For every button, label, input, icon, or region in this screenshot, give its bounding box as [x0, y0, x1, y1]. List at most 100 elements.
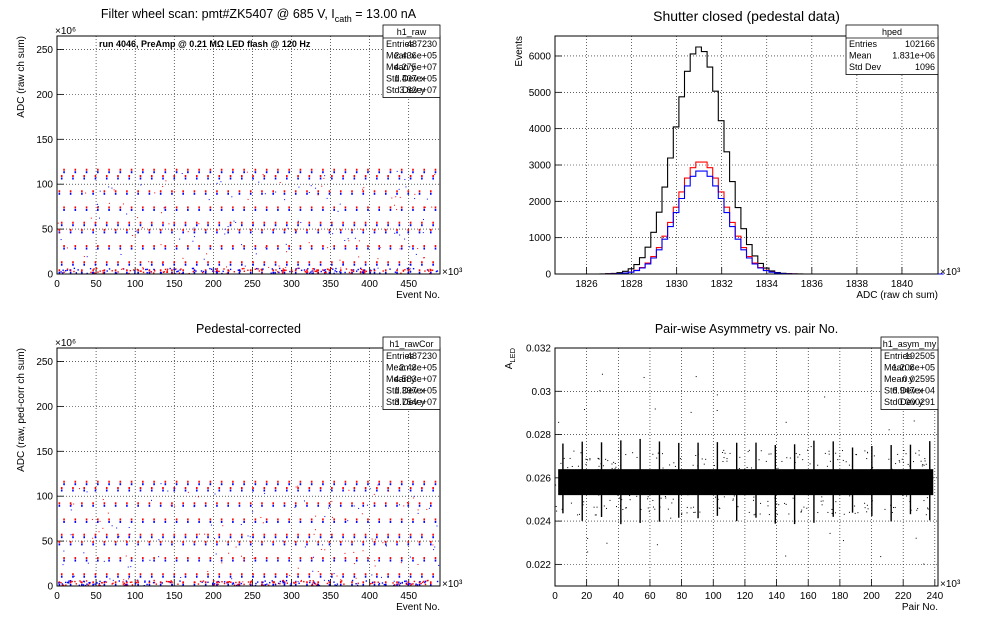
- data-point: [843, 540, 845, 542]
- data-point: [288, 245, 290, 248]
- panel-0: Filter wheel scan: pmt#ZK5407 @ 685 V, I…: [16, 7, 463, 301]
- data-point: [867, 508, 869, 510]
- data-point: [274, 272, 276, 274]
- data-point: [62, 584, 65, 587]
- data-point: [71, 580, 73, 583]
- data-point: [718, 507, 720, 509]
- data-point: [322, 559, 324, 562]
- data-point: [400, 247, 403, 250]
- stats-row-value: 1.831e+06: [892, 51, 935, 61]
- data-point: [127, 566, 129, 568]
- data-point: [159, 231, 162, 234]
- data-point: [367, 557, 369, 560]
- data-point: [218, 489, 221, 492]
- data-point: [660, 478, 662, 480]
- data-point: [135, 581, 138, 584]
- data-point: [72, 575, 74, 578]
- data-point: [328, 507, 330, 509]
- data-point: [378, 206, 381, 209]
- data-point: [263, 487, 266, 490]
- data-point: [233, 271, 236, 273]
- data-point: [288, 208, 290, 211]
- data-point: [339, 502, 342, 505]
- data-point: [410, 583, 413, 585]
- data-point: [263, 536, 266, 539]
- data-point: [927, 508, 929, 510]
- data-point: [744, 468, 746, 470]
- data-point: [334, 584, 336, 586]
- data-point: [409, 261, 412, 264]
- data-point: [261, 231, 263, 234]
- data-point: [884, 485, 886, 487]
- data-point: [193, 231, 196, 234]
- data-point: [198, 533, 200, 535]
- data-point: [866, 458, 868, 460]
- data-point: [265, 557, 268, 560]
- data-point: [399, 196, 401, 198]
- data-point: [162, 224, 164, 227]
- data-point: [344, 247, 347, 250]
- data-point: [204, 540, 207, 543]
- data-point: [130, 480, 133, 483]
- data-point: [402, 270, 405, 272]
- data-point: [309, 580, 311, 582]
- data-point: [255, 582, 257, 585]
- data-point: [579, 469, 581, 471]
- data-point: [171, 581, 173, 584]
- y-tick-label: 0: [47, 582, 53, 593]
- data-point: [63, 518, 65, 521]
- data-point: [629, 471, 631, 473]
- data-point: [254, 557, 257, 560]
- data-point: [238, 581, 241, 584]
- data-point: [63, 520, 65, 523]
- data-point: [126, 583, 128, 586]
- data-point: [398, 533, 401, 536]
- data-point: [828, 450, 830, 452]
- data-point: [221, 562, 223, 564]
- data-point: [566, 482, 568, 484]
- data-point: [69, 583, 72, 586]
- data-point: [92, 228, 94, 231]
- data-point: [103, 543, 106, 546]
- data-point: [322, 206, 324, 209]
- data-point: [216, 502, 218, 505]
- stats-box-frame: [880, 336, 939, 410]
- data-point: [792, 484, 794, 486]
- data-point: [561, 481, 563, 483]
- data-point: [654, 408, 656, 410]
- data-point: [311, 270, 313, 272]
- data-point: [378, 520, 381, 523]
- data-point: [169, 581, 171, 584]
- data-point: [180, 268, 182, 270]
- data-point: [204, 228, 207, 231]
- data-point: [252, 533, 254, 536]
- data-point: [801, 509, 803, 511]
- data-point: [778, 504, 780, 506]
- data-point: [373, 231, 376, 234]
- data-point: [97, 271, 99, 273]
- data-point: [195, 261, 198, 264]
- data-point: [216, 231, 218, 234]
- x-tick-label: 100: [127, 591, 144, 602]
- data-point: [406, 502, 408, 504]
- data-point: [434, 208, 437, 211]
- data-point: [429, 268, 431, 271]
- data-point: [162, 533, 164, 536]
- y-tick-label: 200: [36, 402, 53, 413]
- data-point: [317, 231, 320, 234]
- data-point: [100, 582, 103, 584]
- data-point: [680, 481, 682, 483]
- data-point: [342, 536, 344, 539]
- data-point: [355, 208, 358, 211]
- data-point: [723, 457, 725, 459]
- data-point: [429, 581, 432, 584]
- data-point: [434, 247, 437, 250]
- data-point: [162, 489, 164, 492]
- data-point: [222, 525, 224, 527]
- data-point: [148, 190, 151, 193]
- data-point: [920, 474, 922, 476]
- data-point: [396, 190, 398, 193]
- data-point: [412, 206, 414, 209]
- stats-row-label: Mean: [849, 51, 872, 61]
- data-point: [220, 480, 223, 483]
